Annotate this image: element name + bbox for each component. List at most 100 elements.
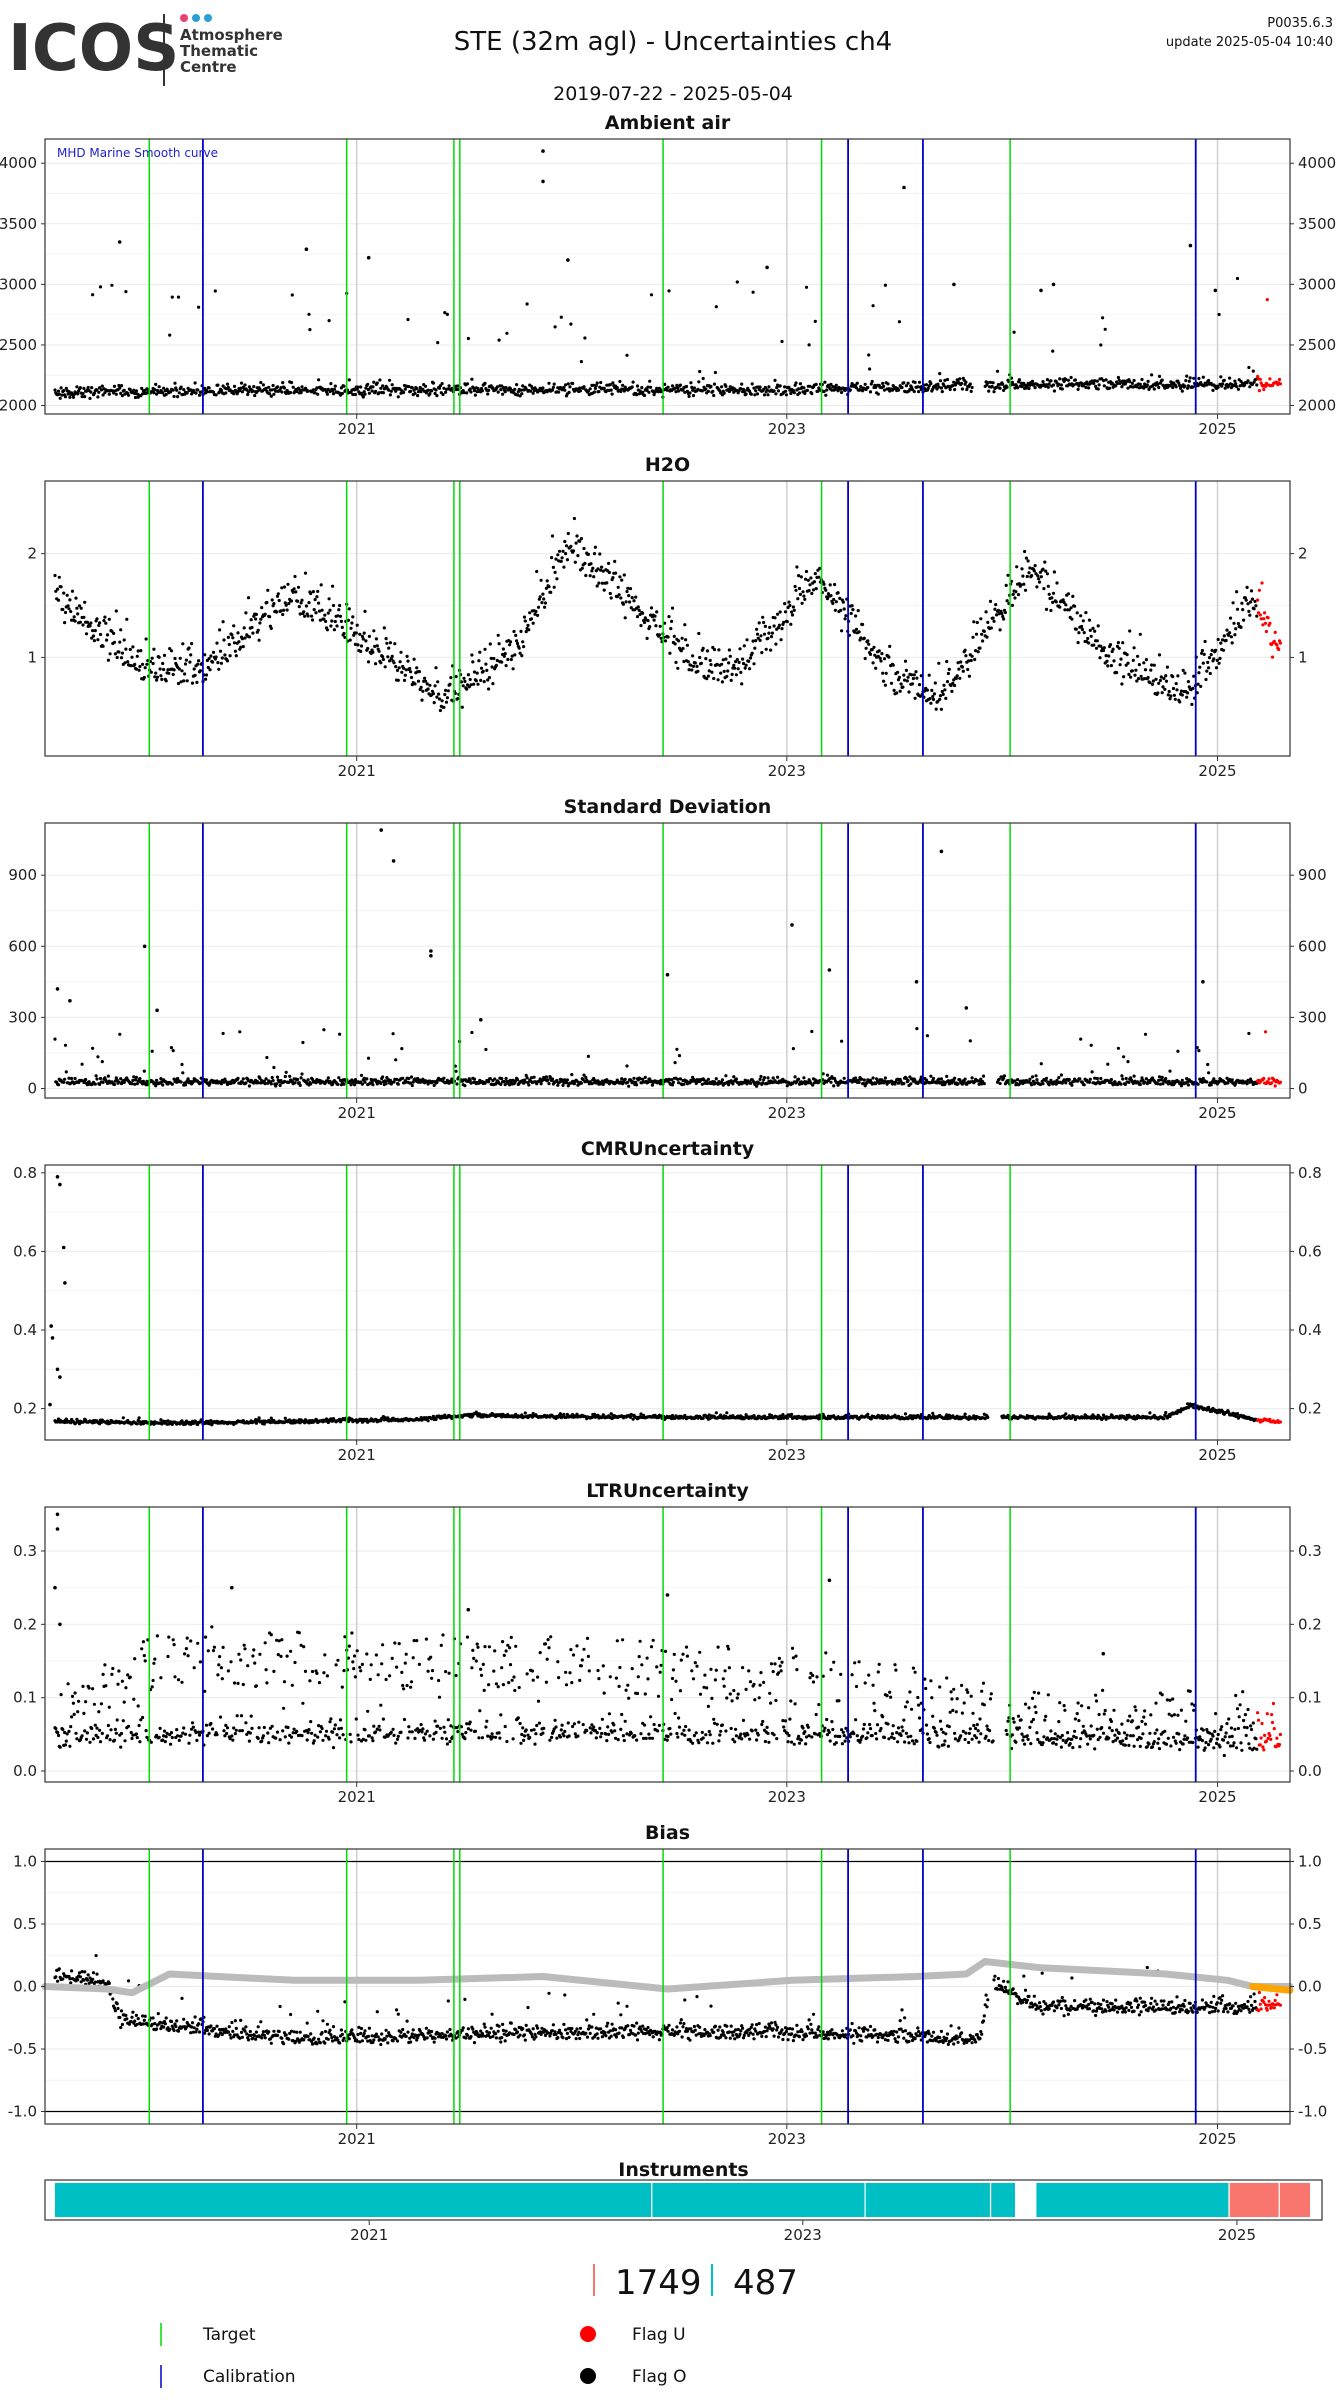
data-point — [1206, 660, 1210, 665]
data-point — [343, 635, 347, 640]
data-point — [769, 648, 773, 652]
data-point — [1241, 608, 1245, 612]
data-point — [371, 385, 375, 389]
data-point — [537, 597, 542, 601]
data-point — [740, 382, 744, 386]
data-point — [772, 389, 776, 393]
data-point — [82, 615, 86, 619]
data-point — [1033, 386, 1037, 390]
data-point — [1003, 610, 1008, 615]
data-point — [1070, 1083, 1074, 1087]
data-point — [687, 394, 691, 398]
data-point — [728, 385, 732, 389]
data-point — [626, 586, 630, 590]
data-point — [692, 386, 697, 390]
data-point — [280, 390, 284, 394]
data-point — [859, 385, 863, 389]
data-point — [1044, 383, 1049, 387]
data-point — [619, 389, 623, 394]
data-point — [69, 609, 73, 614]
data-point — [907, 690, 911, 694]
data-point — [377, 391, 381, 395]
data-point — [316, 589, 320, 594]
data-point — [853, 630, 857, 634]
data-point — [1150, 663, 1154, 667]
data-point — [932, 692, 937, 696]
data-point — [1178, 700, 1182, 704]
data-point — [898, 689, 902, 693]
data-point — [1158, 678, 1162, 683]
data-point — [472, 682, 476, 686]
data-point — [150, 656, 154, 660]
data-point — [557, 390, 561, 394]
data-point — [80, 1062, 84, 1066]
data-point — [724, 1074, 728, 1078]
data-points — [53, 828, 1282, 1088]
data-point — [611, 381, 615, 385]
data-point — [409, 675, 414, 680]
data-point — [1250, 597, 1254, 601]
data-point — [1171, 675, 1175, 679]
data-point — [643, 1075, 647, 1079]
data-point — [972, 620, 976, 624]
data-point — [571, 549, 576, 553]
data-point — [843, 617, 847, 621]
data-point — [222, 638, 226, 642]
data-point — [318, 618, 322, 622]
data-point — [1135, 679, 1139, 683]
data-point — [1234, 627, 1238, 631]
data-point — [928, 697, 932, 701]
data-point — [1236, 387, 1240, 391]
data-point — [870, 648, 874, 652]
data-point — [968, 1039, 972, 1043]
data-point — [366, 382, 370, 386]
data-point — [646, 385, 650, 389]
data-point — [433, 391, 437, 396]
data-point — [58, 396, 62, 400]
data-point — [335, 624, 339, 628]
data-point — [772, 624, 776, 628]
data-point — [437, 697, 442, 701]
data-point — [298, 1083, 302, 1087]
data-point — [367, 634, 371, 639]
data-point — [627, 1084, 631, 1088]
data-point — [1079, 1037, 1083, 1041]
data-point — [992, 390, 996, 394]
data-point — [594, 383, 598, 388]
data-point — [766, 393, 770, 397]
data-point — [333, 384, 337, 388]
data-point — [379, 661, 383, 665]
data-point — [462, 676, 466, 680]
data-point — [720, 680, 725, 684]
data-points — [53, 149, 1282, 400]
data-point — [931, 1076, 936, 1081]
data-point — [1043, 560, 1047, 564]
plot-area — [45, 823, 1290, 1098]
data-point — [177, 391, 181, 395]
data-point — [658, 624, 662, 628]
data-point — [299, 601, 303, 605]
data-point — [726, 669, 730, 673]
data-point — [891, 663, 895, 667]
data-point — [286, 582, 290, 586]
data-point — [1201, 375, 1205, 379]
data-point — [698, 655, 702, 660]
data-point — [1037, 580, 1042, 584]
data-point — [784, 393, 789, 397]
data-point — [470, 377, 474, 381]
data-point — [459, 680, 463, 684]
data-point — [90, 636, 94, 640]
data-point — [64, 386, 68, 390]
data-point — [381, 1075, 385, 1079]
page-title: STE (32m agl) - Uncertainties ch4 — [454, 27, 892, 57]
data-point — [713, 370, 718, 375]
data-point — [97, 390, 101, 394]
data-point — [978, 646, 982, 650]
data-point — [254, 617, 258, 621]
data-point — [659, 636, 663, 640]
data-point — [437, 692, 441, 696]
data-point — [1042, 587, 1046, 591]
data-point — [269, 626, 273, 631]
data-point — [641, 390, 645, 394]
data-point — [1109, 1077, 1113, 1082]
